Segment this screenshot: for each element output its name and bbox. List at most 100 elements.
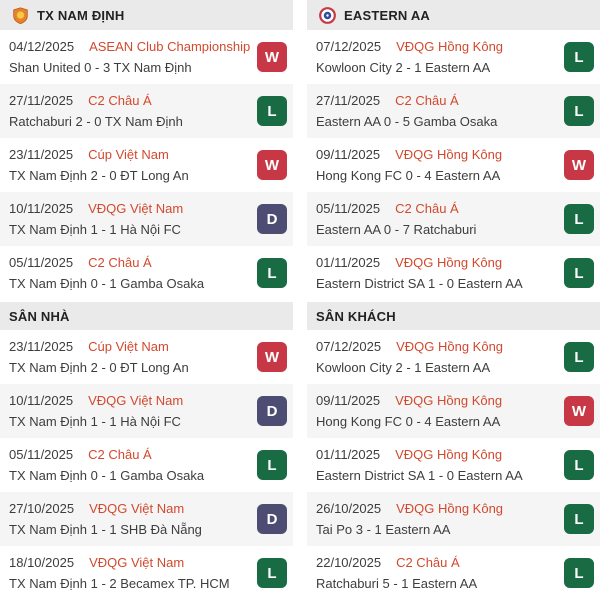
section-header-away-ground: SÂN KHÁCH <box>307 302 600 330</box>
section-title: SÂN NHÀ <box>9 308 70 324</box>
match-meta-line: 01/11/2025 VĐQG Hồng Kông <box>316 255 554 270</box>
match-date: 07/12/2025 <box>316 39 382 54</box>
match-score-line: TX Nam Định 2 - 0 ĐT Long An <box>9 360 189 375</box>
competition-link[interactable]: C2 Châu Á <box>88 255 152 270</box>
match-meta-line: 27/11/2025 C2 Châu Á <box>9 93 247 108</box>
result-badge: L <box>257 96 287 126</box>
match-date: 27/11/2025 <box>316 93 381 108</box>
competition-link[interactable]: VĐQG Việt Nam <box>89 555 185 570</box>
match-date: 01/11/2025 <box>316 447 381 462</box>
match-score-line: TX Nam Định 0 - 1 Gamba Osaka <box>9 276 205 291</box>
competition-link[interactable]: VĐQG Hồng Kông <box>395 147 503 162</box>
match-row[interactable]: 27/11/2025 C2 Châu Á Eastern AA 0 - 5 Ga… <box>307 84 600 138</box>
match-date: 07/12/2025 <box>316 339 382 354</box>
competition-link[interactable]: C2 Châu Á <box>88 93 152 108</box>
match-score-line: TX Nam Định 1 - 2 Becamex TP. HCM <box>9 576 230 591</box>
match-row[interactable]: 27/10/2025 VĐQG Việt Nam TX Nam Định 1 -… <box>0 492 293 546</box>
match-score-line: TX Nam Định 1 - 1 Hà Nội FC <box>9 222 181 237</box>
competition-link[interactable]: ASEAN Club Championship <box>89 39 251 54</box>
result-badge: W <box>564 150 594 180</box>
match-meta-line: 09/11/2025 VĐQG Hồng Kông <box>316 147 554 162</box>
match-score-line: Eastern District SA 1 - 0 Eastern AA <box>316 276 523 291</box>
match-row[interactable]: 18/10/2025 VĐQG Việt Nam TX Nam Định 1 -… <box>0 546 293 600</box>
match-row[interactable]: 09/11/2025 VĐQG Hồng Kông Hong Kong FC 0… <box>307 384 600 438</box>
section-title: SÂN KHÁCH <box>316 308 396 324</box>
competition-link[interactable]: Cúp Việt Nam <box>88 147 169 162</box>
competition-link[interactable]: VĐQG Việt Nam <box>88 201 184 216</box>
competition-link[interactable]: VĐQG Hồng Kông <box>396 501 504 516</box>
match-date: 22/10/2025 <box>316 555 382 570</box>
competition-link[interactable]: VĐQG Việt Nam <box>88 393 184 408</box>
result-badge: L <box>257 258 287 288</box>
match-score-line: TX Nam Định 1 - 1 SHB Đà Nẵng <box>9 522 202 537</box>
tx-nam-dinh-crest-icon <box>12 6 29 24</box>
match-date: 18/10/2025 <box>9 555 75 570</box>
competition-link[interactable]: C2 Châu Á <box>395 93 459 108</box>
match-row[interactable]: 05/11/2025 C2 Châu Á TX Nam Định 0 - 1 G… <box>0 246 293 300</box>
match-meta-line: 22/10/2025 C2 Châu Á <box>316 555 554 570</box>
match-row[interactable]: 01/11/2025 VĐQG Hồng Kông Eastern Distri… <box>307 246 600 300</box>
match-row[interactable]: 22/10/2025 C2 Châu Á Ratchaburi 5 - 1 Ea… <box>307 546 600 600</box>
match-row[interactable]: 23/11/2025 Cúp Việt Nam TX Nam Định 2 - … <box>0 138 293 192</box>
match-row[interactable]: 09/11/2025 VĐQG Hồng Kông Hong Kong FC 0… <box>307 138 600 192</box>
competition-link[interactable]: VĐQG Hồng Kông <box>395 393 503 408</box>
match-row[interactable]: 01/11/2025 VĐQG Hồng Kông Eastern Distri… <box>307 438 600 492</box>
match-meta-line: 07/12/2025 VĐQG Hồng Kông <box>316 39 554 54</box>
result-badge: L <box>564 504 594 534</box>
match-score-line: TX Nam Định 0 - 1 Gamba Osaka <box>9 468 205 483</box>
match-score-line: Eastern AA 0 - 7 Ratchaburi <box>316 222 477 237</box>
team-header-away: EASTERN AA <box>307 0 600 30</box>
match-score-line: TX Nam Định 1 - 1 Hà Nội FC <box>9 414 181 429</box>
competition-link[interactable]: VĐQG Hồng Kông <box>395 255 503 270</box>
match-meta-line: 26/10/2025 VĐQG Hồng Kông <box>316 501 554 516</box>
result-badge: W <box>257 342 287 372</box>
competition-link[interactable]: C2 Châu Á <box>88 447 152 462</box>
match-score-line: Tai Po 3 - 1 Eastern AA <box>316 522 451 537</box>
match-score-line: Hong Kong FC 0 - 4 Eastern AA <box>316 414 501 429</box>
match-row[interactable]: 26/10/2025 VĐQG Hồng Kông Tai Po 3 - 1 E… <box>307 492 600 546</box>
match-row[interactable]: 23/11/2025 Cúp Việt Nam TX Nam Định 2 - … <box>0 330 293 384</box>
result-badge: W <box>257 42 287 72</box>
match-row[interactable]: 10/11/2025 VĐQG Việt Nam TX Nam Định 1 -… <box>0 192 293 246</box>
match-date: 23/11/2025 <box>9 339 74 354</box>
result-badge: D <box>257 204 287 234</box>
match-score-line: Kowloon City 2 - 1 Eastern AA <box>316 360 491 375</box>
result-badge: D <box>257 504 287 534</box>
match-meta-line: 23/11/2025 Cúp Việt Nam <box>9 339 247 354</box>
competition-link[interactable]: VĐQG Hồng Kông <box>396 339 504 354</box>
match-date: 27/11/2025 <box>9 93 74 108</box>
result-badge: D <box>257 396 287 426</box>
result-badge: L <box>257 450 287 480</box>
competition-link[interactable]: VĐQG Hồng Kông <box>395 447 503 462</box>
match-row[interactable]: 07/12/2025 VĐQG Hồng Kông Kowloon City 2… <box>307 30 600 84</box>
match-meta-line: 05/11/2025 C2 Châu Á <box>316 201 554 216</box>
competition-link[interactable]: C2 Châu Á <box>395 201 459 216</box>
match-score-line: Ratchaburi 2 - 0 TX Nam Định <box>9 114 183 129</box>
result-badge: L <box>564 96 594 126</box>
match-row[interactable]: 07/12/2025 VĐQG Hồng Kông Kowloon City 2… <box>307 330 600 384</box>
competition-link[interactable]: C2 Châu Á <box>396 555 460 570</box>
away-ground-list: 07/12/2025 VĐQG Hồng Kông Kowloon City 2… <box>307 330 600 600</box>
match-meta-line: 23/11/2025 Cúp Việt Nam <box>9 147 247 162</box>
competition-link[interactable]: VĐQG Việt Nam <box>89 501 185 516</box>
section-header-home-ground: SÂN NHÀ <box>0 302 293 330</box>
match-score-line: Eastern District SA 1 - 0 Eastern AA <box>316 468 523 483</box>
match-date: 27/10/2025 <box>9 501 75 516</box>
recent-form-list-away: 07/12/2025 VĐQG Hồng Kông Kowloon City 2… <box>307 30 600 300</box>
match-date: 05/11/2025 <box>316 201 381 216</box>
result-badge: W <box>257 150 287 180</box>
match-row[interactable]: 10/11/2025 VĐQG Việt Nam TX Nam Định 1 -… <box>0 384 293 438</box>
match-row[interactable]: 05/11/2025 C2 Châu Á Eastern AA 0 - 7 Ra… <box>307 192 600 246</box>
match-row[interactable]: 27/11/2025 C2 Châu Á Ratchaburi 2 - 0 TX… <box>0 84 293 138</box>
competition-link[interactable]: Cúp Việt Nam <box>88 339 169 354</box>
result-badge: L <box>564 42 594 72</box>
match-row[interactable]: 05/11/2025 C2 Châu Á TX Nam Định 0 - 1 G… <box>0 438 293 492</box>
match-row[interactable]: 04/12/2025 ASEAN Club Championship Shan … <box>0 30 293 84</box>
match-date: 09/11/2025 <box>316 393 381 408</box>
competition-link[interactable]: VĐQG Hồng Kông <box>396 39 504 54</box>
match-date: 09/11/2025 <box>316 147 381 162</box>
match-meta-line: 27/11/2025 C2 Châu Á <box>316 93 554 108</box>
match-meta-line: 07/12/2025 VĐQG Hồng Kông <box>316 339 554 354</box>
match-score-line: Kowloon City 2 - 1 Eastern AA <box>316 60 491 75</box>
